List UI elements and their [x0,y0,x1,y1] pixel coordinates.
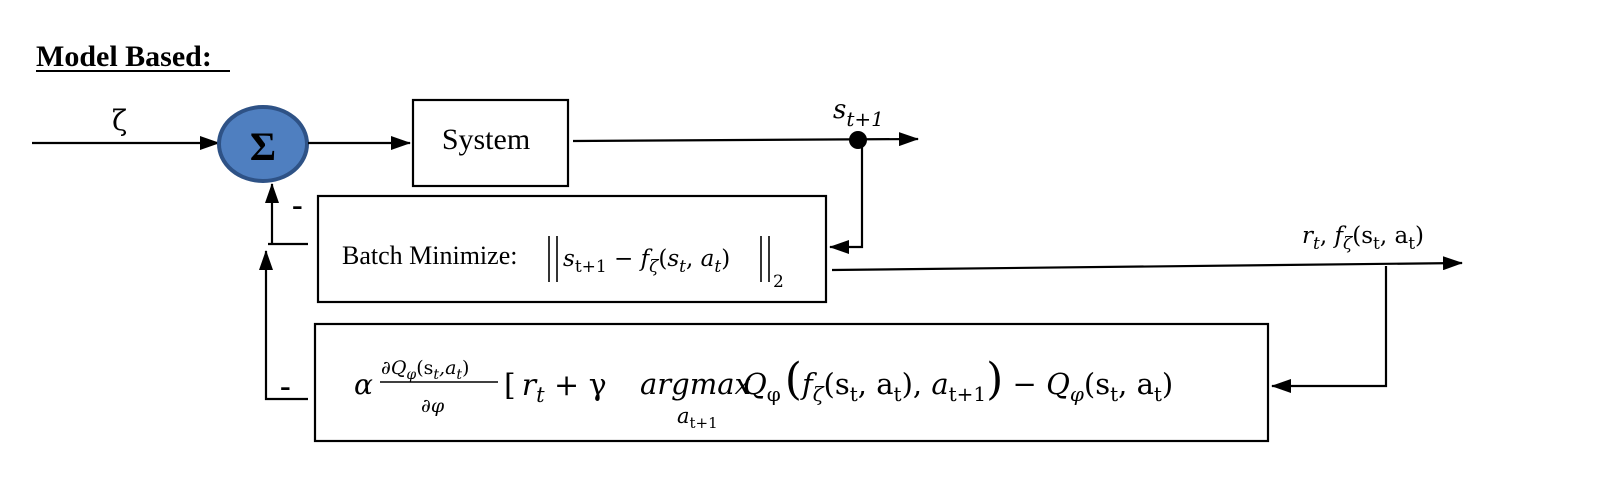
sum-symbol: Σ [250,124,276,169]
system-label: System [442,123,530,156]
reward-feedback-line [1271,266,1388,393]
batch-minimize-norm: st+1 − fζ(st, at) [563,246,730,277]
state-next-label: st+1 [833,95,884,131]
reward-model-label: rt, fζ(st, at) [1302,223,1424,254]
q-update-fraction-denominator: ∂φ [421,395,445,417]
feedback-sign-upper: - [292,186,303,222]
output-branch-node [849,131,867,149]
q-update-argmax: argmax [640,367,751,401]
batch-output-arrow [831,256,1463,272]
state-feedback-line [829,140,864,254]
feedback-sign-lower: - [280,367,291,403]
system-block [411,98,570,188]
batch-minimize-block [316,194,828,304]
q-feedback-line [259,250,308,401]
batch-minimize-prefix: Batch Minimize: [342,241,517,270]
q-update-fraction-numerator: ∂Qφ(st,at) [381,357,469,383]
q-update-target-start: [rt + γ [504,368,607,407]
input-label-zeta: ζ [112,104,127,137]
q-update-alpha: α [354,368,373,401]
summing-junction [217,105,309,183]
diagram-heading: Model Based: [36,40,212,73]
q-update-next-q: Qφ(fζ(st, at), at+1) − Qφ(st, at) [743,354,1173,406]
norm-subscript: 2 [773,272,784,292]
q-update-argmax-subscript: at+1 [677,404,718,432]
